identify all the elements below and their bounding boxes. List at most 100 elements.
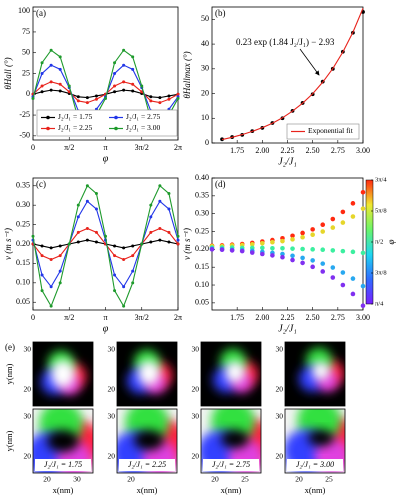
texture-center: [312, 361, 330, 381]
texture-center: [138, 360, 160, 386]
data-point: [158, 101, 162, 105]
y-tick-label: 30: [201, 64, 209, 73]
y-tick-label: 0: [205, 138, 209, 147]
y-tick-label: 10: [201, 113, 209, 122]
x-tick-label: 20: [43, 475, 51, 484]
data-point: [270, 253, 275, 258]
data-point: [149, 230, 153, 234]
texture-panel: 30 20 30 20 J₂/J₁ = 2.75 20 25x(nm): [192, 341, 262, 495]
data-point: [113, 244, 117, 248]
image-frame: [116, 408, 178, 474]
y-tick-label: 0.20: [195, 244, 209, 253]
data-point: [330, 275, 336, 280]
legend-label: J₂/J₁ = 2.25: [58, 123, 93, 132]
data-point: [158, 226, 162, 230]
y-tick-label: 30: [276, 345, 284, 354]
y-axis-label: v (m s⁻¹): [3, 228, 13, 260]
legend-label: J₂/J₁ = 2.75: [126, 112, 161, 121]
data-point: [280, 251, 285, 257]
x-tick-label: π/2: [64, 143, 74, 152]
y-tick-label: 20: [24, 452, 32, 461]
data-point: [40, 90, 44, 94]
data-point: [360, 250, 366, 256]
data-point: [113, 84, 117, 88]
data-point: [113, 273, 117, 277]
data-point: [104, 96, 107, 100]
data-point: [85, 96, 89, 100]
y-tick-label: 50: [22, 48, 30, 57]
colorbar-label: φ: [386, 239, 396, 244]
image-frame: [32, 408, 94, 474]
data-point: [58, 55, 62, 59]
y-tick-label: 30: [24, 345, 32, 354]
data-point: [350, 201, 356, 206]
data-point: [176, 242, 180, 246]
y-tick-label: 30: [192, 345, 200, 354]
data-point: [76, 240, 80, 244]
y-tick-label: 20: [276, 385, 284, 394]
inset-label: J₂/J₁ = 2.75: [212, 460, 250, 469]
texture-center: [221, 430, 249, 448]
texture-center: [134, 430, 164, 450]
plot-frame: [211, 177, 364, 311]
data-point: [300, 246, 305, 252]
data-point: [49, 258, 53, 262]
data-point: [290, 237, 295, 242]
annotation: 0.23 exp (1.84 J₂/J₁) − 2.93: [236, 37, 335, 47]
data-point: [280, 254, 285, 260]
colorbar-tick-label: 3π/8: [375, 269, 387, 276]
plot: 0.05 0.10 0.15 0.20 0.25 0.30 0.35 0.40 1.75 2.00…: [182, 173, 396, 334]
data-point: [350, 249, 356, 255]
x-tick-label: π: [103, 143, 107, 152]
data-point: [158, 238, 162, 242]
data-point: [176, 92, 180, 96]
data-point: [270, 239, 275, 245]
series-line: [221, 8, 364, 141]
data-point: [167, 192, 171, 196]
y-tick-label: 0.35: [195, 191, 209, 200]
data-point: [360, 303, 366, 309]
colorbar-tick-label: π/4: [375, 300, 384, 307]
data-point: [350, 291, 356, 297]
legend-box: [286, 123, 360, 140]
data-point: [85, 238, 89, 242]
image-frame: [116, 341, 178, 407]
panel-label: (a): [36, 8, 46, 18]
inset-box: [35, 459, 91, 471]
data-point: [76, 95, 80, 99]
data-point: [310, 232, 315, 238]
data-point: [167, 230, 171, 234]
x-tick-label: 20: [127, 475, 135, 484]
data-point: [260, 245, 265, 251]
data-point: [340, 282, 346, 288]
legend-label: Exponential fit: [308, 126, 354, 135]
y-tick-label: 0.25: [195, 226, 209, 235]
plot: -50 -25 0 25 50 75 100 0 π/2 π 3π/2 2π θHall (°) φ (a)…: [3, 6, 182, 164]
y-tick-label: 20: [24, 385, 32, 394]
data-point: [67, 242, 71, 246]
data-point: [31, 234, 35, 238]
x-tick-label: 25: [241, 475, 249, 484]
data-point: [131, 254, 135, 258]
data-point: [76, 215, 80, 219]
annotation-arrow: [299, 48, 320, 76]
data-point: [300, 230, 305, 236]
data-point: [122, 48, 126, 52]
inset-box: [203, 459, 259, 471]
legend-label: J₂/J₁ = 3.00: [126, 123, 161, 132]
plot: 0.05 0.10 0.15 0.20 0.25 0.30 0.35 0 π/2 π 3π/2 2π v…: [3, 177, 182, 334]
y-tick-label: 0.15: [195, 262, 209, 271]
data-point: [249, 250, 255, 255]
data-point: [49, 88, 53, 92]
x-tick-label: 2.00: [255, 313, 269, 322]
image-frame: [32, 341, 94, 407]
data-point: [320, 261, 326, 266]
data-point: [340, 209, 346, 215]
x-tick-label: 0: [31, 143, 35, 152]
texture-center: [47, 430, 79, 452]
data-point: [94, 192, 98, 196]
x-tick-label: 3.00: [356, 313, 370, 322]
data-point: [149, 95, 153, 99]
data-point: [76, 203, 80, 207]
x-tick-label: 2.75: [331, 313, 345, 322]
